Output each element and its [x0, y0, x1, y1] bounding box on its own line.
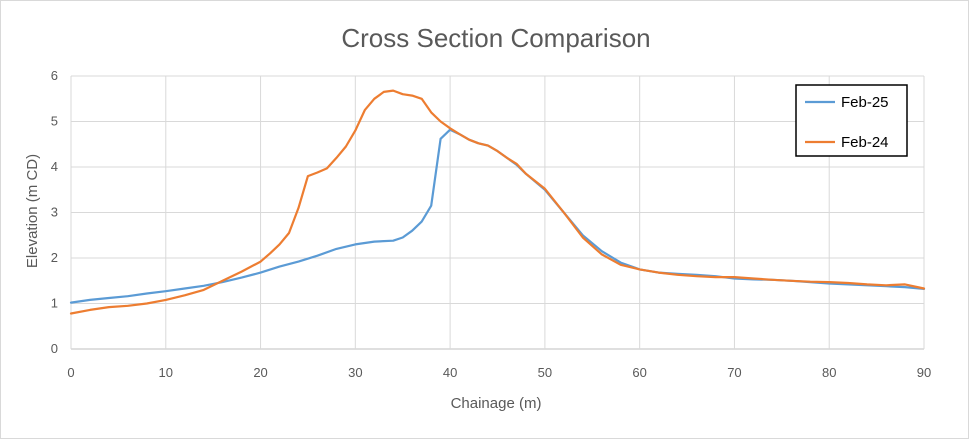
x-tick-label: 20 — [253, 365, 267, 380]
legend-label-feb-24: Feb-24 — [841, 134, 889, 151]
legend-label-feb-25: Feb-25 — [841, 94, 889, 111]
y-tick-label: 6 — [51, 68, 58, 83]
y-tick-label: 1 — [51, 296, 58, 311]
legend-box — [795, 84, 908, 157]
x-tick-label: 10 — [159, 365, 173, 380]
y-tick-label: 3 — [51, 205, 58, 220]
y-tick-label: 0 — [51, 341, 58, 356]
x-axis-ticks: 0 10 20 30 40 50 60 70 80 90 — [67, 365, 931, 380]
y-axis-ticks: 0 1 2 3 4 5 6 — [51, 68, 58, 356]
y-axis-title: Elevation (m CD) — [24, 154, 41, 268]
x-axis-title: Chainage (m) — [451, 395, 542, 412]
x-tick-label: 0 — [67, 365, 74, 380]
legend: Feb-25 Feb-24 — [795, 84, 908, 157]
x-tick-label: 80 — [822, 365, 836, 380]
x-tick-label: 60 — [632, 365, 646, 380]
gridlines — [70, 75, 925, 350]
x-tick-label: 50 — [538, 365, 552, 380]
x-tick-label: 90 — [917, 365, 931, 380]
x-tick-label: 40 — [443, 365, 457, 380]
chart-title: Cross Section Comparison — [341, 23, 650, 53]
series-line-feb-24 — [69, 89, 926, 315]
series-lines — [69, 89, 926, 315]
x-tick-label: 70 — [727, 365, 741, 380]
y-tick-label: 5 — [51, 114, 58, 129]
x-tick-label: 30 — [348, 365, 362, 380]
y-tick-label: 4 — [51, 159, 58, 174]
y-tick-label: 2 — [51, 250, 58, 265]
